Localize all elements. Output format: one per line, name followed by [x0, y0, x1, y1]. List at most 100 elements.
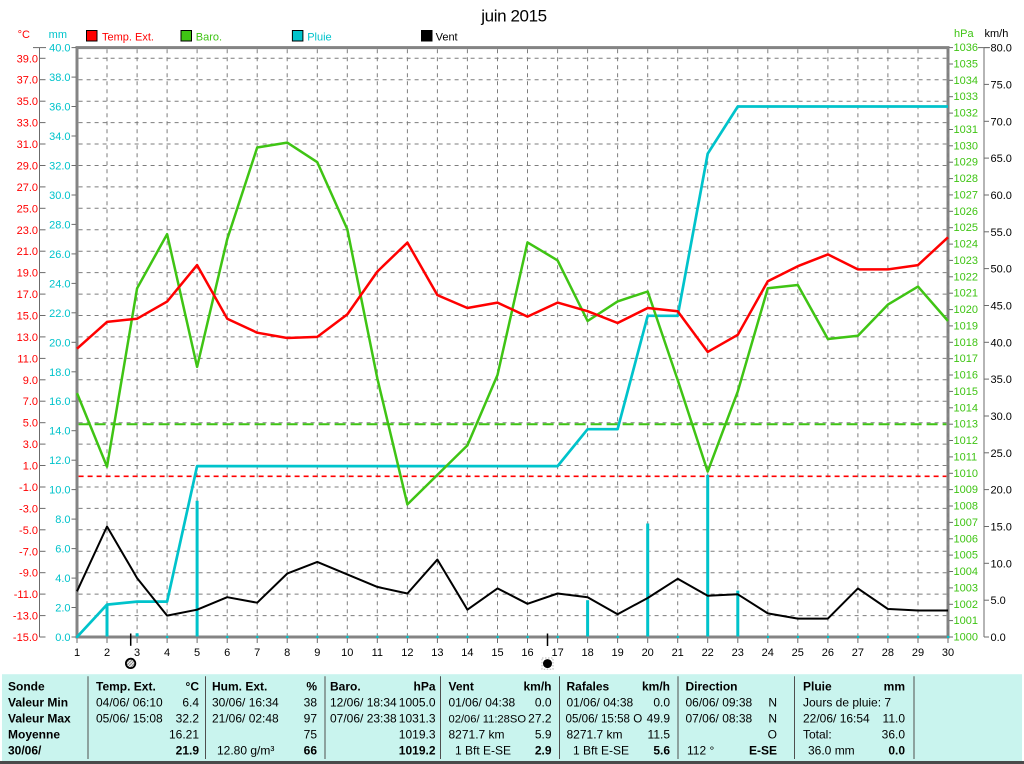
svg-text:1003: 1003: [954, 582, 978, 594]
svg-text:1 Bft E-SE: 1 Bft E-SE: [573, 743, 629, 757]
svg-text:38.0: 38.0: [49, 72, 70, 84]
svg-text:05/06/ 15:58 O: 05/06/ 15:58 O: [566, 713, 643, 726]
svg-text:Baro.: Baro.: [330, 680, 361, 694]
svg-text:30: 30: [942, 647, 954, 659]
svg-text:4.0: 4.0: [55, 573, 70, 585]
svg-text:35.0: 35.0: [991, 374, 1012, 386]
svg-text:22.0: 22.0: [49, 308, 70, 320]
svg-text:11.5: 11.5: [648, 728, 671, 742]
svg-text:0.0: 0.0: [653, 696, 670, 710]
svg-text:15.0: 15.0: [991, 522, 1012, 534]
svg-text:55.0: 55.0: [991, 227, 1012, 239]
svg-text:18.0: 18.0: [49, 367, 70, 379]
svg-text:31.0: 31.0: [17, 139, 38, 151]
svg-text:28: 28: [882, 647, 894, 659]
svg-text:1035: 1035: [954, 59, 978, 71]
svg-text:7.0: 7.0: [23, 396, 38, 408]
svg-text:1034: 1034: [954, 75, 978, 87]
svg-text:8: 8: [284, 647, 290, 659]
svg-text:97: 97: [304, 712, 318, 726]
svg-text:21/06/ 02:48: 21/06/ 02:48: [212, 712, 279, 726]
svg-text:1031.3: 1031.3: [399, 712, 436, 726]
svg-text:26.0: 26.0: [49, 249, 70, 261]
svg-text:25.0: 25.0: [17, 203, 38, 215]
svg-text:18: 18: [581, 647, 593, 659]
svg-text:hPa: hPa: [954, 28, 974, 40]
svg-text:10: 10: [341, 647, 353, 659]
svg-text:5.0: 5.0: [991, 595, 1006, 607]
svg-text:1027: 1027: [954, 189, 978, 201]
svg-text:7: 7: [254, 647, 260, 659]
svg-text:Valeur Max: Valeur Max: [8, 712, 71, 726]
svg-text:-1.0: -1.0: [19, 482, 38, 494]
svg-text:1031: 1031: [954, 124, 978, 136]
svg-text:juin 2015: juin 2015: [480, 7, 546, 26]
svg-text:65.0: 65.0: [991, 153, 1012, 165]
svg-text:15.0: 15.0: [17, 311, 38, 323]
svg-text:1014: 1014: [954, 402, 978, 414]
svg-text:27.0: 27.0: [17, 182, 38, 194]
svg-text:37.0: 37.0: [17, 75, 38, 87]
svg-text:14.0: 14.0: [49, 426, 70, 438]
svg-text:12.0: 12.0: [49, 455, 70, 467]
svg-text:3: 3: [134, 647, 140, 659]
svg-text:23: 23: [732, 647, 744, 659]
svg-text:39.0: 39.0: [17, 53, 38, 65]
svg-text:26: 26: [822, 647, 834, 659]
svg-text:19: 19: [611, 647, 623, 659]
svg-text:1024: 1024: [954, 239, 978, 251]
svg-text:9.0: 9.0: [23, 375, 38, 387]
svg-text:36.0 mm: 36.0 mm: [808, 743, 855, 757]
svg-text:5.6: 5.6: [653, 743, 670, 757]
svg-text:1019.2: 1019.2: [399, 743, 436, 757]
svg-text:1036: 1036: [954, 42, 978, 54]
svg-text:1009: 1009: [954, 484, 978, 496]
svg-text:O: O: [768, 728, 777, 742]
svg-text:1013: 1013: [954, 419, 978, 431]
svg-text:Pluie: Pluie: [803, 680, 832, 694]
svg-text:-15.0: -15.0: [13, 632, 38, 644]
svg-text:12: 12: [401, 647, 413, 659]
svg-text:25: 25: [792, 647, 804, 659]
svg-text:29: 29: [912, 647, 924, 659]
svg-text:1029: 1029: [954, 157, 978, 169]
svg-text:1007: 1007: [954, 517, 978, 529]
svg-text:1006: 1006: [954, 533, 978, 545]
svg-text:11: 11: [372, 647, 383, 659]
svg-text:Temp. Ext.: Temp. Ext.: [96, 680, 156, 694]
svg-text:07/06/ 08:38: 07/06/ 08:38: [686, 712, 753, 726]
svg-text:1010: 1010: [954, 468, 978, 480]
svg-text:35.0: 35.0: [17, 96, 38, 108]
svg-text:24.0: 24.0: [49, 278, 70, 290]
svg-text:1017: 1017: [954, 353, 978, 365]
svg-text:km/h: km/h: [985, 28, 1009, 40]
svg-text:29.0: 29.0: [17, 161, 38, 173]
svg-text:1025: 1025: [954, 222, 978, 234]
svg-text:38: 38: [304, 696, 318, 710]
svg-text:1020: 1020: [954, 304, 978, 316]
svg-text:-11.0: -11.0: [14, 589, 38, 601]
svg-text:05/06/ 15:08: 05/06/ 15:08: [96, 712, 163, 726]
svg-text:1018: 1018: [954, 337, 978, 349]
svg-text:32.2: 32.2: [176, 712, 200, 726]
svg-text:45.0: 45.0: [991, 301, 1012, 313]
svg-text:5: 5: [194, 647, 200, 659]
svg-text:2.9: 2.9: [535, 743, 552, 757]
svg-text:Direction: Direction: [686, 680, 738, 694]
svg-text:8271.7 km: 8271.7 km: [449, 728, 505, 742]
svg-text:16.21: 16.21: [169, 728, 199, 742]
svg-text:1004: 1004: [954, 566, 978, 578]
svg-text:-5.0: -5.0: [19, 525, 38, 537]
svg-text:13.0: 13.0: [17, 332, 38, 344]
svg-text:06/06/ 09:38: 06/06/ 09:38: [686, 696, 753, 710]
svg-text:%: %: [306, 680, 317, 694]
svg-text:02/06/ 11:28SO: 02/06/ 11:28SO: [449, 714, 527, 726]
svg-text:Moyenne: Moyenne: [8, 728, 60, 742]
svg-text:30/06/: 30/06/: [8, 743, 42, 757]
svg-text:1000: 1000: [954, 632, 978, 644]
svg-text:4: 4: [164, 647, 170, 659]
svg-text:5.0: 5.0: [23, 418, 38, 430]
svg-text:8.0: 8.0: [55, 514, 70, 526]
svg-text:-3.0: -3.0: [19, 503, 38, 515]
svg-text:20.0: 20.0: [991, 485, 1012, 497]
